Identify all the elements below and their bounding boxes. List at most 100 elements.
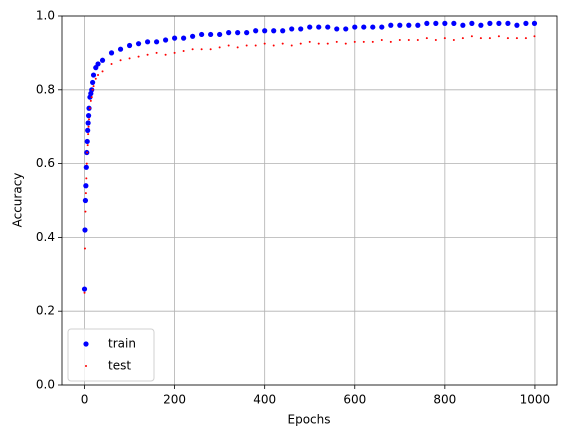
data-point [253, 28, 259, 34]
data-point [343, 26, 349, 32]
data-point [146, 53, 149, 56]
data-point [236, 46, 239, 49]
data-point [505, 20, 511, 26]
data-point [83, 247, 86, 250]
data-point [515, 37, 518, 40]
data-point [84, 192, 87, 195]
data-point [87, 133, 90, 136]
data-point [153, 39, 160, 45]
plot-frame [61, 15, 558, 386]
data-point [84, 138, 90, 145]
data-point [89, 99, 92, 102]
data-point [388, 22, 394, 28]
data-point [452, 38, 455, 41]
data-point [531, 20, 538, 26]
data-point [90, 72, 97, 78]
data-point [496, 20, 502, 26]
data-point [317, 42, 320, 45]
data-point [425, 37, 428, 40]
data-point [470, 35, 473, 38]
data-point [451, 20, 457, 26]
data-point [190, 33, 196, 39]
data-point [226, 30, 232, 36]
data-point [299, 42, 302, 45]
data-point [85, 127, 91, 133]
data-point [90, 96, 93, 99]
data-point [173, 51, 176, 54]
legend-label: train [108, 337, 136, 351]
data-point [155, 51, 158, 54]
data-point [85, 113, 92, 119]
data-point [227, 44, 230, 47]
x-tick-label: 400 [253, 393, 276, 407]
data-point [126, 42, 133, 49]
data-point [199, 31, 205, 38]
data-point [389, 40, 392, 43]
data-point [380, 38, 383, 41]
y-axis-label: Accuracy [11, 173, 25, 228]
data-point [245, 44, 248, 47]
legend-label: test [108, 359, 131, 373]
data-point [398, 38, 401, 41]
x-tick-label: 1000 [520, 393, 551, 407]
data-point [128, 57, 131, 60]
data-point [415, 22, 421, 28]
data-point [84, 210, 87, 213]
data-point [209, 48, 212, 51]
x-tick-label: 600 [343, 393, 366, 407]
data-point [307, 24, 313, 30]
data-point [85, 177, 88, 180]
data-point [82, 227, 88, 233]
data-point [406, 22, 412, 28]
data-point [97, 74, 100, 77]
data-point [416, 38, 419, 41]
data-point [85, 120, 91, 126]
data-point [397, 22, 403, 28]
data-point [271, 28, 277, 34]
data-point [254, 44, 257, 47]
legend-marker [85, 365, 87, 367]
data-point [88, 107, 91, 110]
data-point [191, 48, 194, 51]
data-point [217, 31, 223, 38]
data-point [335, 40, 338, 43]
data-point [101, 70, 104, 73]
legend-box [67, 328, 155, 382]
data-point [83, 291, 86, 294]
x-axis-label: Epochs [288, 413, 331, 427]
data-point [94, 77, 97, 80]
data-point [99, 57, 106, 63]
data-point [119, 59, 122, 62]
data-point [86, 151, 89, 154]
data-point [362, 40, 365, 43]
data-point [86, 144, 89, 147]
data-point [497, 35, 500, 38]
data-point [433, 20, 439, 26]
data-point [506, 37, 509, 40]
data-point [371, 40, 374, 43]
data-point [91, 88, 94, 91]
data-point [478, 22, 484, 28]
data-point [524, 37, 527, 40]
x-tick-label: 200 [163, 393, 186, 407]
data-point [135, 41, 142, 47]
data-point [108, 50, 115, 56]
data-point [164, 53, 167, 56]
data-point [137, 55, 140, 58]
data-point [479, 37, 482, 40]
data-point [488, 37, 491, 40]
data-point [281, 42, 284, 45]
data-point [235, 30, 241, 36]
data-point [487, 20, 493, 26]
data-point [182, 50, 185, 53]
data-point [208, 31, 214, 38]
data-point [443, 37, 446, 40]
data-point [83, 183, 89, 189]
data-point [334, 26, 340, 32]
data-point [326, 42, 329, 45]
data-point [523, 20, 529, 26]
data-point [87, 125, 90, 128]
data-point [461, 37, 464, 40]
data-point [110, 62, 113, 65]
